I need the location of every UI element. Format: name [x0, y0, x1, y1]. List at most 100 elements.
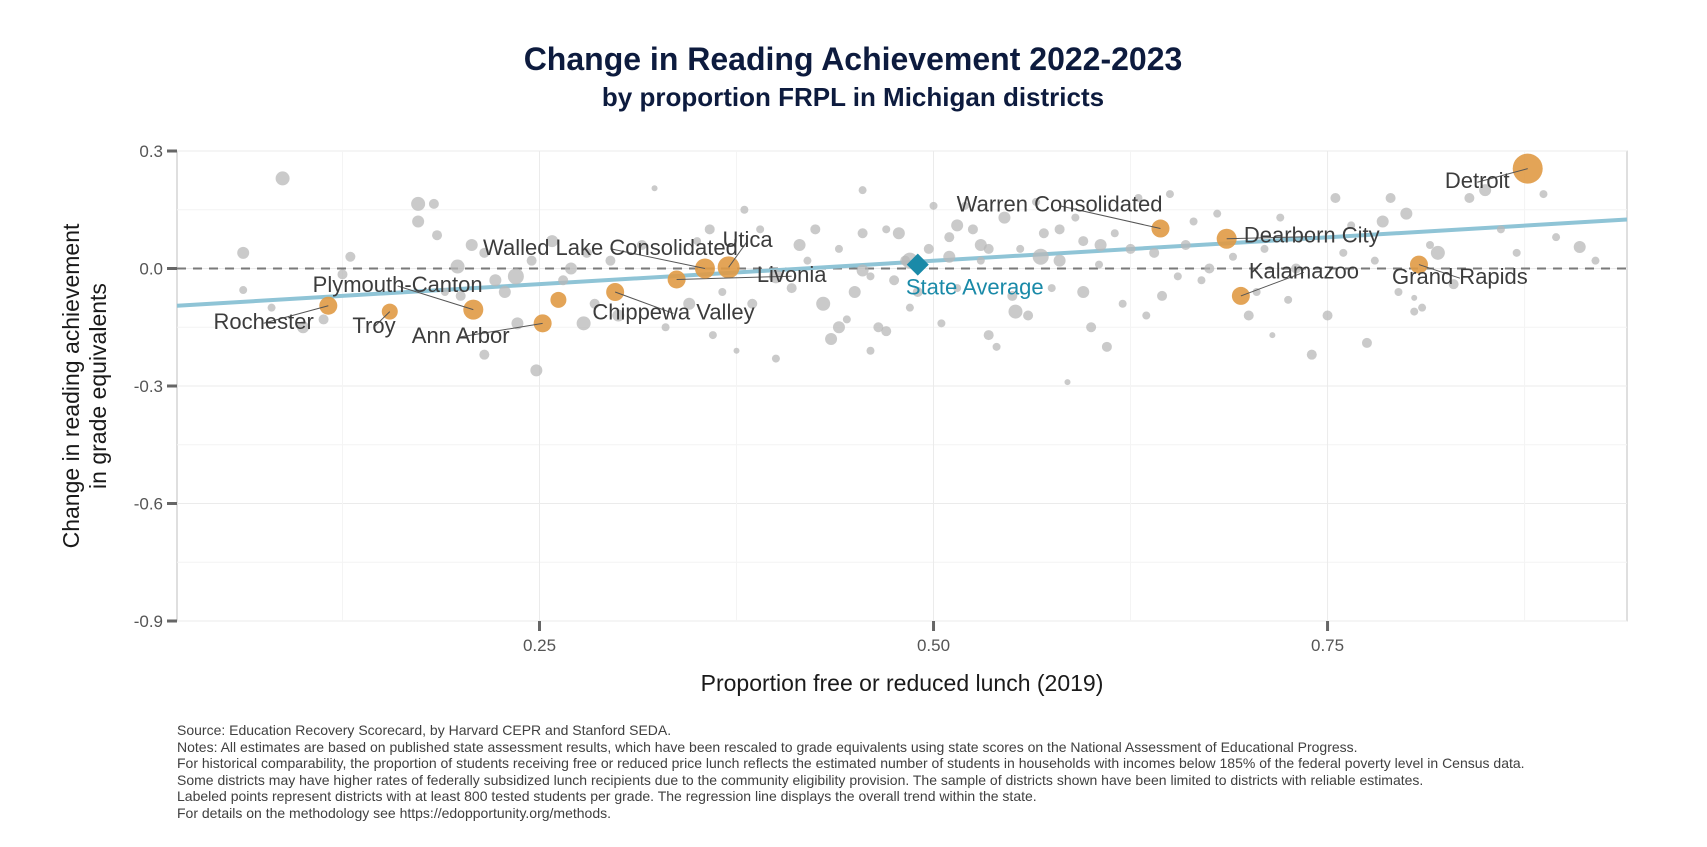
district-point	[605, 255, 616, 266]
district-point	[953, 284, 962, 293]
district-point	[1023, 310, 1034, 321]
label-leader-line	[397, 285, 474, 311]
chart-subtitle: by proportion FRPL in Michigan districts	[602, 82, 1104, 112]
district-label: Troy	[352, 313, 395, 338]
y-tick-label: -0.9	[134, 612, 163, 631]
district-point	[1448, 279, 1459, 290]
district-point	[489, 274, 502, 287]
district-label: Warren Consolidated	[957, 192, 1163, 217]
district-point	[237, 246, 250, 259]
district-point	[1284, 295, 1293, 304]
label-leader-line	[1059, 205, 1161, 230]
district-point	[1008, 304, 1023, 319]
district-point	[1322, 310, 1333, 321]
district-point	[1110, 229, 1119, 238]
district-point	[1425, 241, 1434, 249]
district-label: Grand Rapids	[1392, 264, 1528, 289]
district-point	[856, 264, 869, 277]
district-point	[565, 262, 578, 275]
district-point	[1165, 190, 1174, 199]
district-point	[937, 319, 946, 328]
district-point	[1496, 225, 1505, 234]
district-point	[455, 290, 466, 301]
district-point	[1095, 260, 1104, 269]
district-point	[432, 230, 443, 241]
district-point	[976, 256, 985, 265]
district-label: Ann Arbor	[412, 323, 510, 348]
y-axis-title-line2: in grade equivalents	[85, 283, 111, 489]
district-point	[1243, 310, 1254, 321]
district-point	[866, 346, 875, 355]
district-point	[1071, 213, 1080, 222]
district-point	[1260, 244, 1269, 253]
state-average-marker	[906, 253, 929, 276]
note-methodology: For details on the methodology see https…	[177, 804, 611, 821]
district-point	[944, 232, 955, 243]
y-tick-label: 0.3	[139, 142, 163, 161]
district-point	[704, 224, 715, 235]
district-point	[951, 219, 964, 232]
labeled-district-points: Detroit Warren Consolidated Dearborn City K…	[214, 153, 1543, 348]
district-point	[992, 342, 1001, 351]
district-label: Utica	[722, 227, 773, 252]
district-point	[1479, 184, 1492, 197]
district-point	[842, 315, 851, 324]
district-point	[345, 251, 356, 262]
district-point	[1512, 248, 1521, 257]
district-point	[1180, 240, 1191, 250]
label-leader-line	[614, 291, 674, 314]
district-point	[693, 237, 702, 246]
note-line: Notes: All estimates are based on publis…	[177, 738, 1358, 755]
district-point	[1394, 288, 1403, 296]
chart-notes: Source: Education Recovery Scorecard, by…	[177, 722, 1525, 821]
district-point	[1418, 303, 1427, 312]
district-point	[832, 321, 845, 334]
district-point	[1330, 193, 1341, 203]
labeled-district-point	[550, 291, 567, 308]
district-point	[1591, 256, 1600, 265]
district-points	[237, 171, 1600, 386]
district-point	[1189, 217, 1198, 226]
district-point	[740, 205, 749, 214]
district-point	[718, 288, 727, 296]
district-point	[1347, 221, 1356, 230]
district-point	[1053, 254, 1066, 267]
district-point	[412, 215, 425, 228]
district-point	[1197, 276, 1206, 285]
district-point	[1539, 190, 1548, 199]
label-leader-line	[1477, 168, 1528, 183]
district-point	[1410, 307, 1419, 316]
state-average-group: State Average	[906, 253, 1044, 300]
district-label: Plymouth-Canton	[313, 272, 483, 297]
y-tick-label: 0.0	[139, 260, 163, 279]
district-point	[450, 259, 465, 274]
district-point	[612, 309, 625, 322]
district-point	[589, 298, 600, 309]
district-point	[530, 364, 543, 377]
x-tick-label: 0.25	[523, 636, 556, 655]
district-point	[440, 288, 449, 296]
district-point	[1054, 224, 1065, 235]
label-leader-line	[610, 248, 706, 269]
district-point	[912, 287, 923, 297]
district-point	[1411, 294, 1418, 301]
district-point	[1086, 322, 1097, 333]
district-point	[1573, 240, 1586, 253]
district-point	[1031, 197, 1040, 206]
district-point	[507, 268, 524, 285]
district-point	[1430, 245, 1445, 260]
district-point	[1149, 247, 1160, 258]
district-point	[803, 256, 812, 265]
x-tick-label: 0.50	[917, 636, 950, 655]
district-point	[511, 317, 524, 330]
district-point	[1400, 207, 1413, 220]
label-leader-line	[373, 311, 391, 328]
district-point	[961, 201, 970, 210]
y-axis-title-line1: Change in reading achievement	[58, 223, 84, 548]
district-point	[892, 227, 905, 240]
district-label: Kalamazoo	[1249, 258, 1359, 283]
district-point	[1291, 263, 1302, 274]
district-point	[636, 240, 647, 250]
axis-ticks: 0.3 0.0 -0.3 -0.6 -0.9 0.25 0.50 0.75	[134, 142, 1344, 655]
